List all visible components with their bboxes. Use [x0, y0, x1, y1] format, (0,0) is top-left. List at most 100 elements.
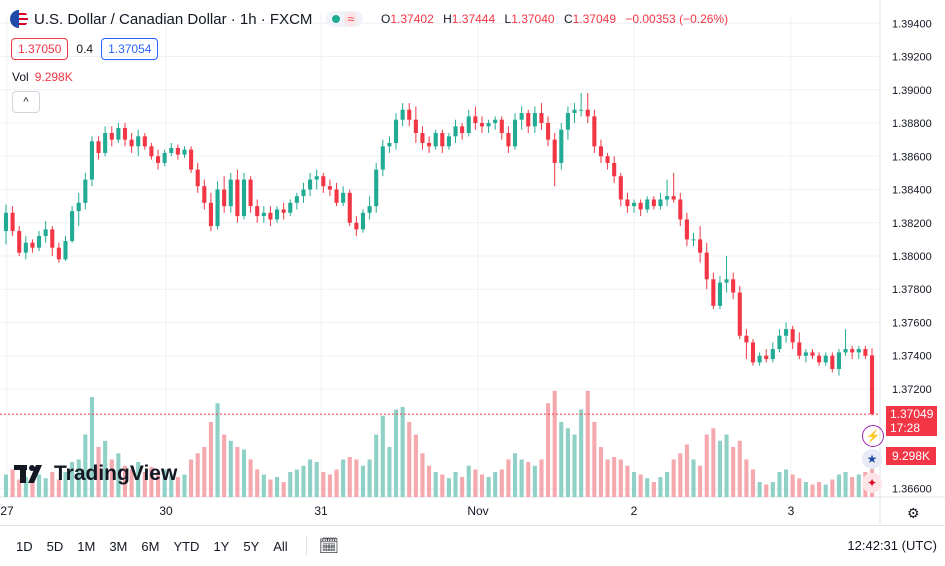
low-label: L: [504, 12, 512, 26]
volume-bar: [598, 447, 604, 497]
calendar-icon[interactable]: 🗓: [305, 536, 339, 556]
volume-bar: [37, 474, 42, 497]
range-all[interactable]: All: [273, 538, 288, 554]
candle-body: [248, 179, 253, 207]
candle-body: [843, 349, 848, 353]
volume-bar: [737, 440, 742, 497]
candle-body: [155, 156, 161, 163]
canada-flag-icon[interactable]: ✦: [862, 473, 882, 493]
volume-bar: [387, 447, 392, 497]
candle-body: [750, 342, 756, 363]
candle-body: [215, 189, 220, 227]
volume-bar: [764, 484, 769, 497]
candle-body: [446, 136, 451, 147]
volume-bar: [440, 474, 445, 497]
volume-bar: [347, 457, 352, 497]
volume-bar: [202, 447, 207, 497]
volume-bar: [519, 459, 524, 497]
range-1m[interactable]: 1M: [77, 538, 96, 554]
candlestick-chart[interactable]: 1.39400 1.39200 1.39000 1.38800 1.38600 1.384…: [0, 0, 945, 525]
volume-bar: [215, 403, 220, 497]
y-tick-label: 1.39400: [892, 18, 932, 30]
us-flag-icon[interactable]: ★: [862, 449, 882, 469]
volume-bar: [261, 474, 266, 497]
candle-body: [334, 189, 339, 203]
range-3m[interactable]: 3M: [109, 538, 128, 554]
volume-bar: [532, 465, 537, 497]
x-tick-label: 30: [159, 504, 173, 518]
range-5y[interactable]: 5Y: [243, 538, 260, 554]
logo-text: TradingView: [54, 462, 178, 485]
candle-body: [37, 236, 42, 248]
volume-bar: [255, 469, 260, 497]
volume-bar: [711, 428, 716, 497]
candle-body: [744, 335, 749, 343]
candle-body: [96, 141, 101, 153]
buy-button[interactable]: 1.37054: [101, 38, 159, 60]
volume-bar: [334, 469, 339, 497]
candle-body: [374, 169, 379, 207]
volume-bar: [208, 422, 213, 497]
x-tick-label: Nov: [467, 504, 488, 518]
volume-bar: [499, 469, 504, 497]
volume-bar: [724, 434, 729, 497]
collapse-legend-button[interactable]: ^: [12, 91, 40, 113]
candle-body: [103, 133, 108, 153]
change-value: −0.00353 (−0.26%): [625, 12, 729, 26]
y-tick-label: 1.37200: [892, 384, 932, 396]
volume-bar: [17, 479, 22, 497]
candle-body: [512, 119, 518, 147]
candle-body: [23, 242, 28, 253]
volume-bar: [427, 465, 432, 497]
volume-bar: [770, 482, 775, 497]
volume-bar: [142, 472, 147, 497]
candle-body: [678, 199, 683, 220]
candle-body: [453, 126, 458, 137]
candle-body: [526, 113, 531, 127]
candle-body: [308, 179, 313, 190]
candle-body: [817, 355, 822, 363]
volume-bar: [526, 462, 531, 497]
range-5d[interactable]: 5D: [46, 538, 64, 554]
candle-body: [360, 212, 366, 230]
lightning-icon[interactable]: ⚡: [862, 425, 884, 447]
range-1d[interactable]: 1D: [16, 538, 33, 554]
candle-body: [836, 352, 841, 370]
volume-bar: [836, 474, 841, 497]
bottom-toolbar: 1D 5D 1M 3M 6M YTD 1Y 5Y All 🗓 12:42:31 …: [0, 525, 945, 566]
y-tick-label: 1.38000: [892, 251, 932, 263]
volume-bar: [155, 472, 161, 497]
candle-body: [327, 186, 332, 190]
x-tick-label: 31: [314, 504, 328, 518]
chevron-up-icon: ^: [23, 96, 29, 108]
candle-body: [387, 142, 392, 147]
range-6m[interactable]: 6M: [141, 538, 160, 554]
candle-body: [50, 229, 55, 248]
candle-body: [76, 202, 81, 212]
volume-bar: [10, 469, 15, 497]
candle-body: [598, 146, 604, 157]
range-1y[interactable]: 1Y: [213, 538, 230, 554]
market-open-dot-icon: [332, 15, 341, 23]
candle-body: [268, 212, 273, 220]
candle-body: [731, 279, 736, 293]
volume-bar: [136, 462, 141, 497]
symbol-title[interactable]: U.S. Dollar / Canadian Dollar · 1h · FXC…: [34, 10, 313, 28]
candle-body: [43, 229, 48, 237]
candle-body: [208, 202, 213, 227]
last-price-value: 1.37049: [890, 407, 934, 422]
candle-body: [274, 209, 280, 220]
clock-utc[interactable]: 12:42:31 (UTC): [847, 538, 937, 553]
candle-body: [222, 189, 227, 207]
volume-bar: [797, 478, 802, 497]
volume-bar: [400, 407, 405, 497]
volume-bar: [354, 459, 359, 497]
settings-gear-icon[interactable]: ⚙: [907, 505, 920, 521]
volume-bar: [56, 479, 61, 497]
volume-bar: [830, 479, 835, 497]
range-ytd[interactable]: YTD: [173, 538, 200, 554]
candle-body: [665, 196, 670, 200]
sell-button[interactable]: 1.37050: [11, 38, 69, 60]
candle-body: [625, 199, 630, 207]
market-status[interactable]: ≈: [326, 11, 364, 27]
